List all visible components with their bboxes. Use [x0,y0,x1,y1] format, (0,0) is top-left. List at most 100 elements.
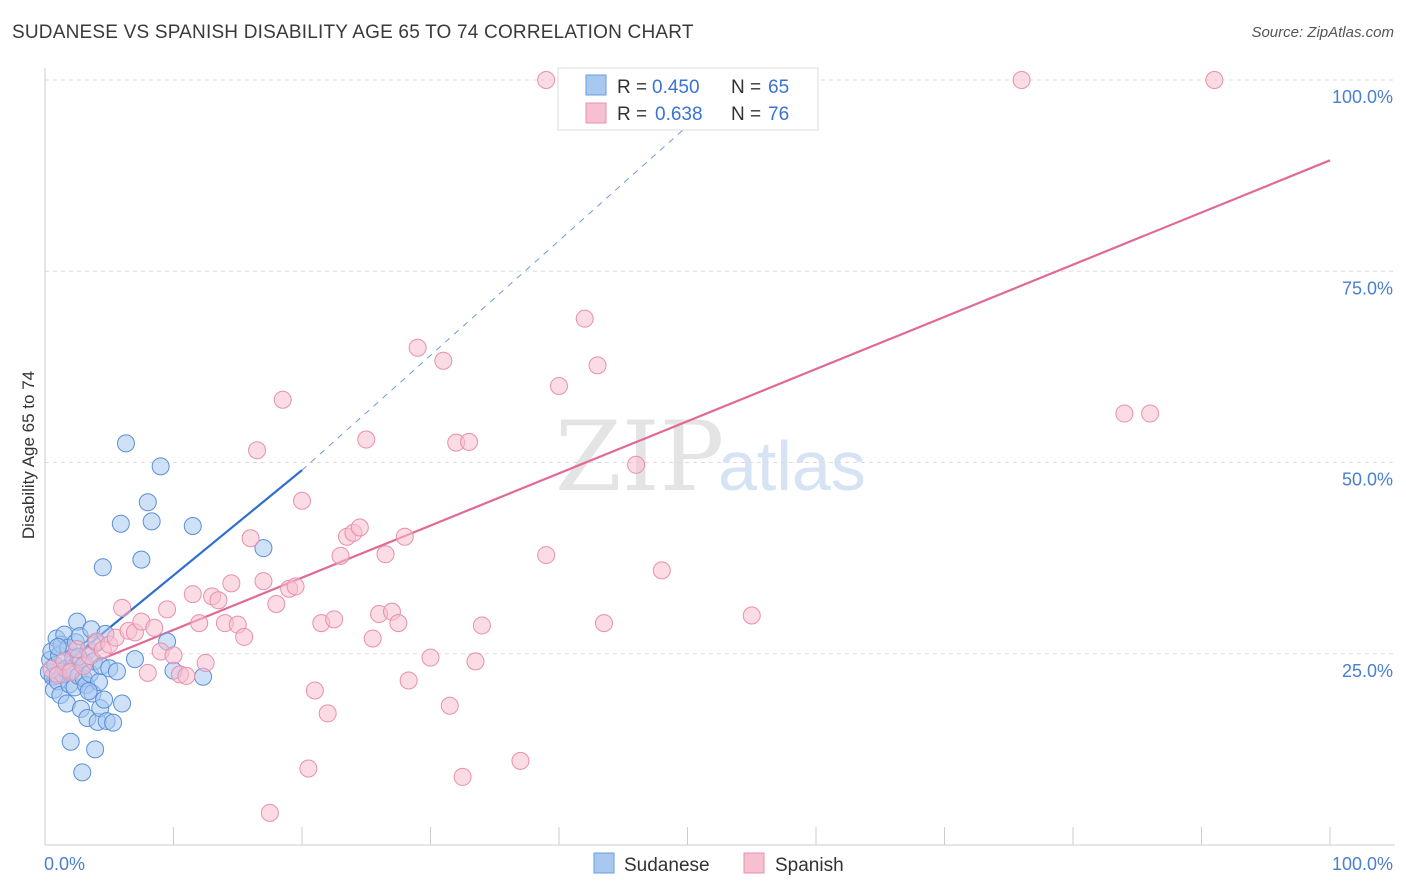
point-sudanese-50 [113,694,132,713]
point-spanish-59 [434,351,453,370]
point-spanish-76 [537,71,556,89]
watermark: ZIP atlas [555,401,866,513]
point-sudanese-53 [132,550,151,569]
point-spanish-64 [466,652,485,671]
point-sudanese-52 [125,650,144,669]
point-spanish-62 [453,767,472,786]
point-spanish-58 [421,648,440,667]
grid [45,79,1395,655]
y-axis-label: Disability Age 65 to 74 [19,371,38,539]
point-spanish-77 [1012,71,1031,89]
data-points [39,71,1224,822]
legend-swatch-sudanese [585,74,607,96]
chart-title: SUDANESE VS SPANISH DISABILITY AGE 65 TO… [12,22,694,43]
point-spanish-54 [389,614,408,633]
legend-n-value-1: 65 [768,77,789,98]
point-spanish-52 [376,545,395,564]
chart-source: Source: ZipAtlas.com [1251,24,1394,41]
trend-lines [44,79,1331,684]
point-spanish-34 [260,803,279,822]
legend-bottom: Sudanese Spanish [593,852,844,876]
legend-bottom-label-spanish: Spanish [775,855,844,876]
legend-r-label-2: R = [617,104,647,125]
point-sudanese-47 [104,713,123,732]
y-tick-label-3: 100.0% [1332,87,1393,107]
point-spanish-31 [241,529,260,548]
point-spanish-26 [209,591,228,610]
x-tick-label-0: 0.0% [44,854,85,874]
point-spanish-22 [183,585,202,604]
point-sudanese-17 [61,732,80,751]
point-spanish-80 [1141,404,1160,423]
point-spanish-40 [299,759,318,778]
point-spanish-33 [254,572,273,591]
x-tick-label-1: 100.0% [1332,854,1393,874]
point-spanish-41 [305,681,324,700]
point-spanish-11 [113,598,132,617]
point-spanish-15 [138,663,157,682]
point-spanish-44 [325,610,344,629]
y-tick-labels: 25.0% 50.0% 75.0% 100.0% [1332,87,1393,681]
point-sudanese-59 [183,516,202,535]
point-sudanese-54 [138,493,157,512]
point-spanish-43 [318,704,337,723]
point-spanish-30 [235,627,254,646]
point-spanish-60 [440,696,459,715]
point-sudanese-61 [254,539,273,558]
point-spanish-73 [652,561,671,580]
y-tick-label-0: 25.0% [1342,661,1393,681]
legend-n-label-2: N = [731,104,761,125]
axes [44,68,1395,846]
point-spanish-45 [331,546,350,565]
point-spanish-71 [594,614,613,633]
trend-extension-sudanese [301,79,740,471]
point-spanish-16 [145,618,164,637]
legend-n-value-2: 76 [768,104,789,125]
y-tick-label-1: 50.0% [1342,470,1393,490]
point-sudanese-43 [95,690,114,709]
legend-bottom-swatch-sudanese [593,852,615,874]
point-sudanese-48 [107,662,126,681]
trend-line-spanish [44,159,1331,684]
point-sudanese-42 [93,558,112,577]
point-spanish-68 [550,377,568,395]
watermark-atlas: atlas [718,427,866,505]
point-spanish-38 [286,577,305,596]
point-spanish-49 [357,430,376,449]
point-spanish-70 [588,356,607,375]
point-sudanese-36 [86,740,105,759]
point-spanish-21 [177,666,196,685]
legend-r-label-1: R = [617,77,647,98]
legend-bottom-swatch-spanish [743,852,765,874]
point-spanish-18 [158,600,177,619]
point-sudanese-56 [151,457,170,476]
point-spanish-67 [537,546,556,565]
point-sudanese-51 [116,434,135,453]
point-spanish-57 [408,338,427,357]
point-sudanese-49 [111,514,130,533]
point-spanish-78 [1205,71,1224,89]
point-sudanese-55 [142,512,161,531]
point-spanish-19 [164,646,183,665]
point-spanish-56 [399,671,418,690]
point-spanish-74 [742,606,761,625]
point-spanish-32 [248,441,267,460]
legend-top: R = 0.450 N = 65 R = 0.638 N = 76 [557,67,819,131]
legend-r-value-2: 0.638 [655,104,703,125]
point-sudanese-26 [73,763,92,782]
point-spanish-66 [511,751,530,770]
point-spanish-48 [350,518,369,537]
legend-swatch-spanish [585,102,607,124]
y-tick-label-2: 75.0% [1342,278,1393,298]
point-spanish-63 [460,432,479,451]
point-spanish-24 [196,653,215,672]
point-spanish-36 [273,390,292,409]
point-spanish-28 [222,574,241,593]
point-sudanese-62 [79,682,98,701]
legend-bottom-label-sudanese: Sudanese [624,855,710,876]
legend-r-value-1: 0.450 [652,77,700,98]
point-spanish-69 [575,309,594,328]
x-tick-labels: 0.0% 100.0% [44,854,1393,874]
point-spanish-39 [293,491,311,510]
